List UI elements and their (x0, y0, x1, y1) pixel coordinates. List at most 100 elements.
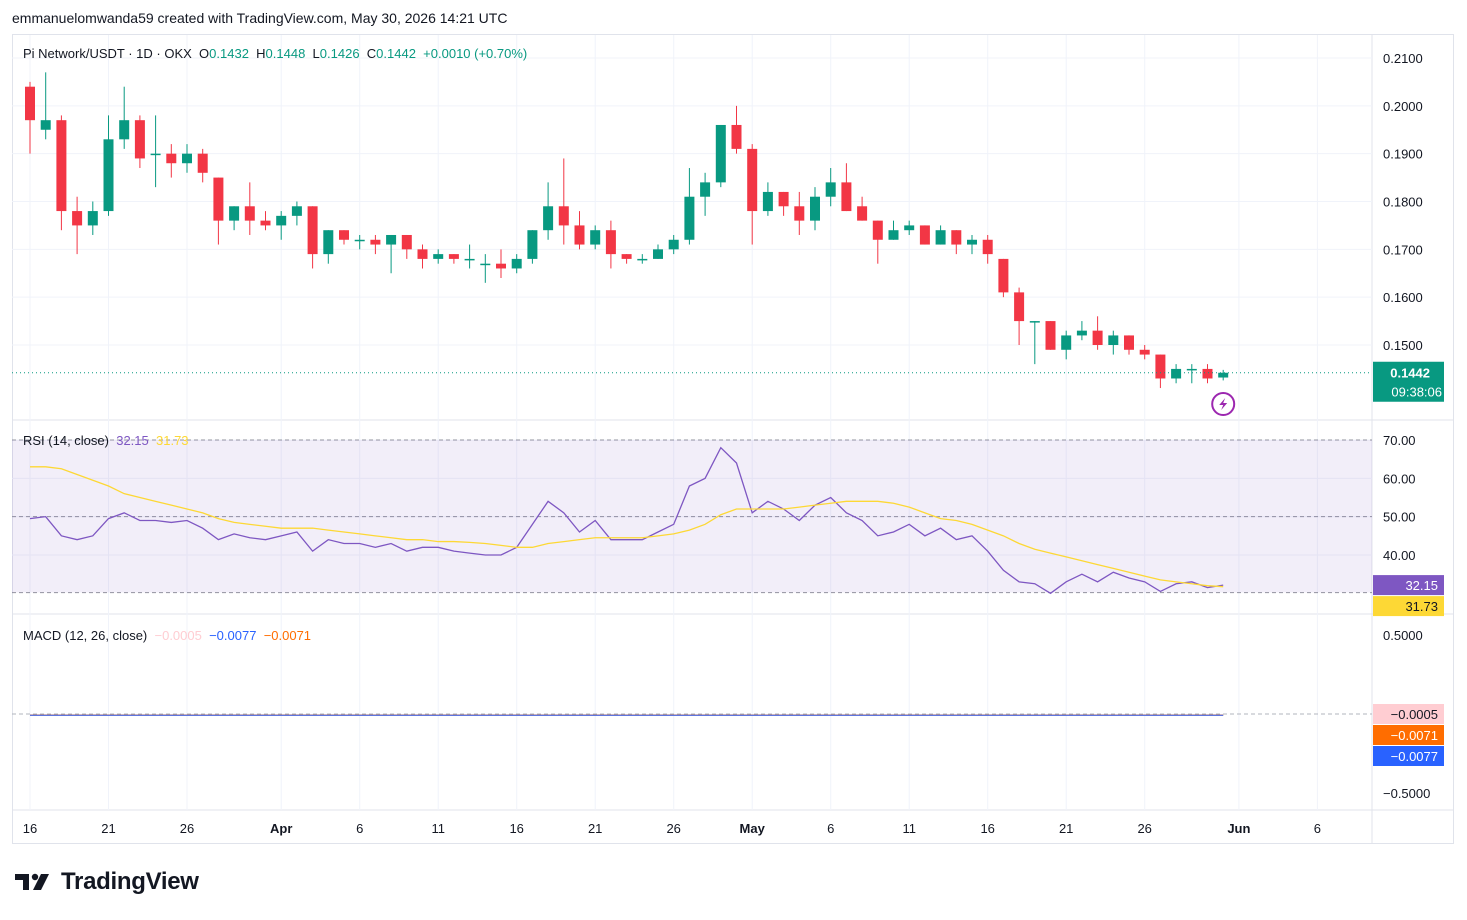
candle-body (967, 239, 977, 245)
time-tick-label: 26 (1137, 821, 1151, 836)
candle-body (1139, 349, 1150, 355)
candle-body (354, 239, 365, 242)
rsi-tick-label: 40.00 (1383, 548, 1416, 563)
countdown-tag: 09:38:06 (1391, 385, 1442, 400)
candle-body (527, 230, 538, 259)
candle-body (605, 230, 616, 255)
candle-body (291, 206, 302, 216)
candle-body (653, 249, 663, 259)
low-value: 0.1426 (319, 46, 360, 61)
open-value: 0.1432 (209, 46, 249, 61)
candle-body (323, 230, 334, 255)
candle-body (134, 120, 145, 159)
tradingview-logo[interactable]: TradingView (15, 868, 199, 896)
time-tick-label: 6 (827, 821, 834, 836)
candle-body (982, 239, 993, 255)
candle-body (574, 225, 585, 245)
candle-body (590, 230, 601, 245)
rsi-ma-line (30, 466, 1224, 588)
time-tick-label: 21 (101, 821, 115, 836)
candle-body (919, 225, 930, 245)
candle-body (87, 211, 98, 226)
open-label: O (199, 46, 210, 61)
time-tick-label: 16 (23, 821, 37, 836)
change-value: +0.0010 (+0.70%) (423, 46, 528, 61)
time-tick-label: 21 (1059, 821, 1073, 836)
tradingview-logo-icon (15, 873, 49, 890)
symbol-legend[interactable]: Pi Network/USDT · 1D · OKX O0.1432 H0.14… (23, 46, 527, 61)
candle-body (182, 153, 192, 164)
price-tick-label: 0.2100 (1383, 51, 1423, 66)
macd-value: −0.0077 (209, 628, 257, 643)
candle-body (543, 206, 554, 231)
rsi-tick-label: 70.00 (1383, 433, 1416, 448)
candle-body (464, 258, 475, 261)
candle-body (511, 258, 522, 269)
time-tick-label: 21 (588, 821, 602, 836)
candle-body (747, 148, 758, 212)
candle-body (841, 182, 852, 212)
time-tick-label: 11 (902, 821, 916, 836)
macd-hist-value: −0.0005 (154, 628, 202, 643)
candle-body (558, 206, 569, 226)
attribution-text: emmanuelomwanda59 created with TradingVi… (12, 10, 508, 26)
candle-body (386, 234, 397, 245)
time-tick-label: 11 (431, 821, 445, 836)
macd-signal-tag-bg (1373, 725, 1444, 745)
candle-body (150, 153, 161, 156)
axis-labels: 0.2100 0.2000 0.1900 0.1800 0.1700 0.1600 0.15… (23, 51, 1431, 836)
candle-body (904, 225, 915, 231)
candle-body (637, 258, 648, 261)
close-label: C (366, 46, 377, 61)
price-tick-label: 0.2000 (1383, 99, 1423, 114)
time-tick-label: Jun (1227, 821, 1250, 836)
macd-hist-tag: −0.0005 (1391, 707, 1438, 722)
low-label: L (312, 46, 320, 61)
candle-body (1108, 335, 1119, 345)
rsi-tick-label: 60.00 (1383, 471, 1416, 486)
macd-value-tag: −0.0077 (1391, 749, 1438, 764)
candle-body (480, 263, 491, 266)
candle-body (700, 182, 711, 197)
candle-body (857, 206, 868, 221)
macd-hist-tag-bg (1373, 704, 1444, 724)
candle-body (935, 230, 946, 245)
candle-body (1092, 330, 1103, 345)
candle-body (715, 124, 726, 183)
candle-body (1218, 372, 1229, 378)
candle-body (370, 239, 381, 245)
macd-tick-label: −0.5000 (1383, 786, 1430, 801)
candle-body (260, 220, 271, 226)
macd-value-tag-bg (1373, 746, 1444, 766)
close-value: 0.1442 (376, 46, 416, 61)
candle-body (166, 153, 177, 164)
brand-name: TradingView (61, 868, 199, 895)
symbol-name[interactable]: Pi Network/USDT · 1D · OKX (23, 46, 192, 61)
price-tick-label: 0.1500 (1383, 338, 1423, 353)
candle-body (794, 206, 805, 221)
time-tick-label: 6 (1314, 821, 1321, 836)
time-tick-label: 26 (666, 821, 680, 836)
candle-body (433, 254, 444, 259)
candle-body (103, 139, 114, 212)
rsi-ma-value-tag-bg (1373, 596, 1444, 617)
time-tick-label: Apr (270, 821, 292, 836)
price-tags: 0.1442 09:38:06 32.15 31.73 −0.0005 −0.0071 −0… (1373, 361, 1444, 766)
rsi-lines (29, 446, 1224, 595)
high-value: 0.1448 (265, 46, 306, 61)
macd-legend[interactable]: MACD (12, 26, close) −0.0005 −0.0077 −0.… (23, 628, 311, 643)
candle-body (119, 120, 130, 140)
rsi-title[interactable]: RSI (14, close) (23, 433, 109, 448)
candle-body (339, 230, 349, 240)
macd-lines (12, 713, 1372, 716)
rsi-legend[interactable]: RSI (14, close) 32.15 31.73 (23, 433, 189, 448)
macd-signal-tag: −0.0071 (1391, 728, 1438, 743)
lightning-icon (1211, 392, 1236, 416)
price-tick-label: 0.1700 (1383, 242, 1423, 257)
macd-title[interactable]: MACD (12, 26, close) (23, 628, 148, 643)
candle-body (1155, 354, 1166, 379)
time-tick-label: 16 (980, 821, 994, 836)
grid-lines (12, 35, 1454, 843)
time-tick-label: 26 (180, 821, 194, 836)
